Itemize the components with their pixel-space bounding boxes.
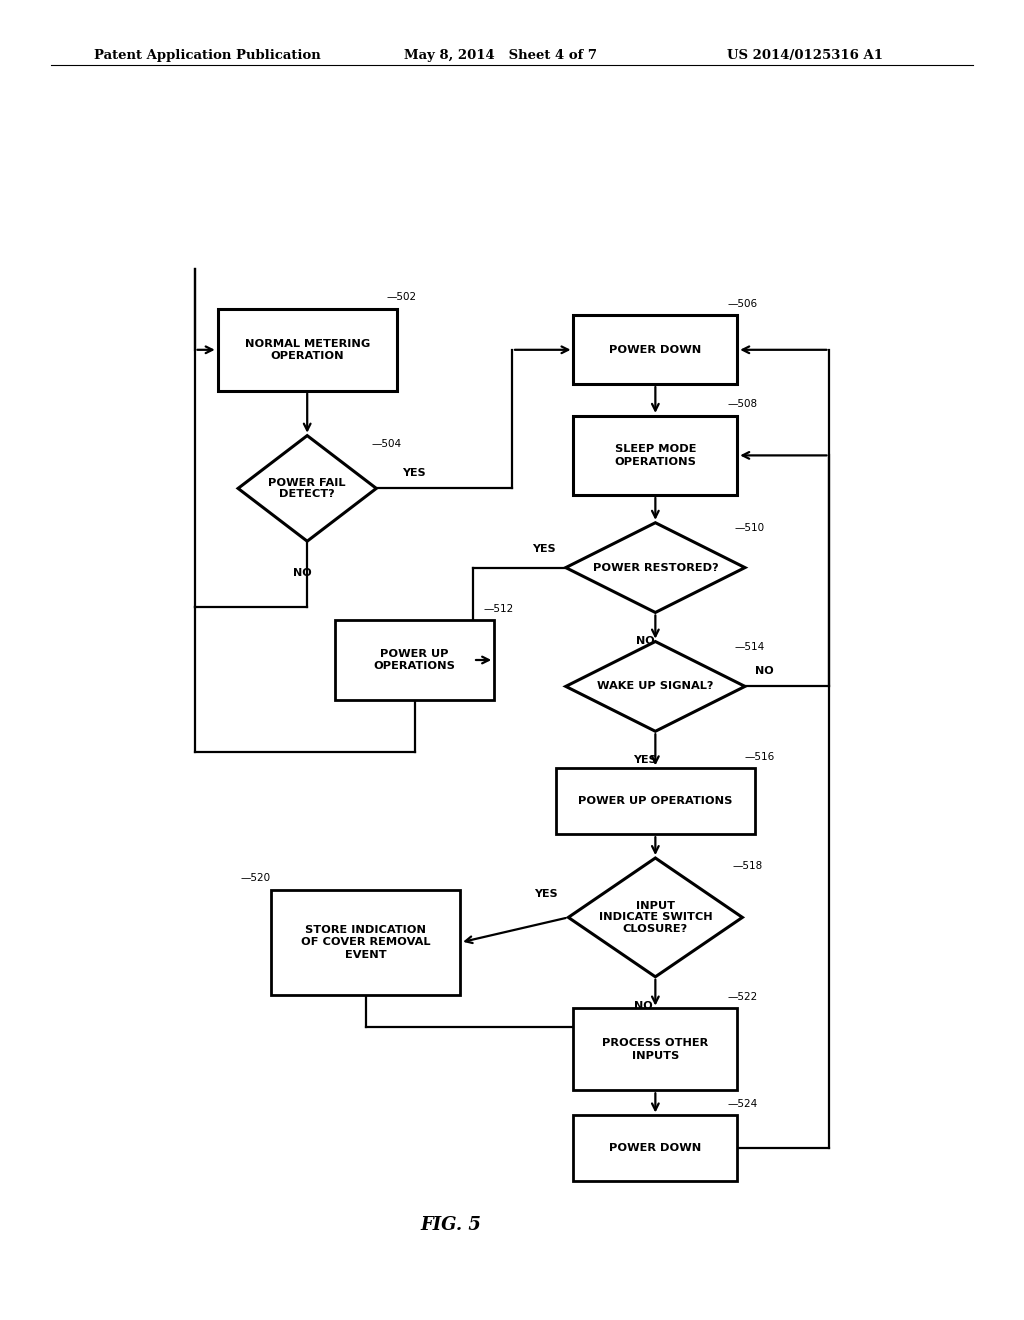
Text: NO: NO (293, 568, 311, 578)
Text: POWER UP OPERATIONS: POWER UP OPERATIONS (579, 796, 732, 807)
Text: NORMAL METERING
OPERATION: NORMAL METERING OPERATION (245, 339, 370, 360)
Text: PROCESS OTHER
INPUTS: PROCESS OTHER INPUTS (602, 1039, 709, 1060)
Polygon shape (565, 523, 745, 612)
FancyBboxPatch shape (555, 768, 756, 834)
Text: —516: —516 (745, 751, 775, 762)
Polygon shape (238, 436, 377, 541)
Text: NO: NO (756, 665, 774, 676)
Text: FIG. 5: FIG. 5 (420, 1216, 481, 1234)
Text: —524: —524 (727, 1098, 758, 1109)
FancyBboxPatch shape (573, 1115, 737, 1181)
Text: May 8, 2014   Sheet 4 of 7: May 8, 2014 Sheet 4 of 7 (404, 49, 597, 62)
Text: —502: —502 (386, 292, 417, 302)
FancyBboxPatch shape (573, 1008, 737, 1090)
Text: POWER RESTORED?: POWER RESTORED? (593, 562, 718, 573)
Text: —506: —506 (727, 298, 757, 309)
Text: —514: —514 (735, 642, 765, 652)
Text: —522: —522 (727, 991, 758, 1002)
Text: —504: —504 (371, 438, 401, 449)
FancyBboxPatch shape (217, 309, 396, 391)
Text: POWER DOWN: POWER DOWN (609, 1143, 701, 1154)
Text: —508: —508 (727, 399, 757, 409)
Text: YES: YES (401, 467, 426, 478)
FancyBboxPatch shape (573, 416, 737, 495)
Text: WAKE UP SIGNAL?: WAKE UP SIGNAL? (597, 681, 714, 692)
Text: YES: YES (535, 888, 558, 899)
Text: NO: NO (634, 1001, 652, 1011)
Text: STORE INDICATION
OF COVER REMOVAL
EVENT: STORE INDICATION OF COVER REMOVAL EVENT (301, 925, 430, 960)
Polygon shape (565, 642, 745, 731)
Polygon shape (568, 858, 742, 977)
Text: YES: YES (531, 544, 555, 554)
FancyBboxPatch shape (336, 620, 495, 700)
Text: POWER FAIL
DETECT?: POWER FAIL DETECT? (268, 478, 346, 499)
Text: POWER DOWN: POWER DOWN (609, 345, 701, 355)
Text: YES: YES (633, 755, 657, 766)
Text: —518: —518 (732, 861, 763, 871)
Text: INPUT
INDICATE SWITCH
CLOSURE?: INPUT INDICATE SWITCH CLOSURE? (599, 900, 712, 935)
Text: —520: —520 (240, 873, 270, 883)
FancyBboxPatch shape (573, 315, 737, 384)
Text: Patent Application Publication: Patent Application Publication (94, 49, 321, 62)
Text: POWER UP
OPERATIONS: POWER UP OPERATIONS (374, 649, 456, 671)
Text: —510: —510 (735, 523, 765, 533)
Text: US 2014/0125316 A1: US 2014/0125316 A1 (727, 49, 883, 62)
Text: —512: —512 (484, 603, 514, 614)
FancyBboxPatch shape (270, 890, 460, 995)
Text: NO: NO (636, 636, 654, 647)
Text: SLEEP MODE
OPERATIONS: SLEEP MODE OPERATIONS (614, 445, 696, 466)
